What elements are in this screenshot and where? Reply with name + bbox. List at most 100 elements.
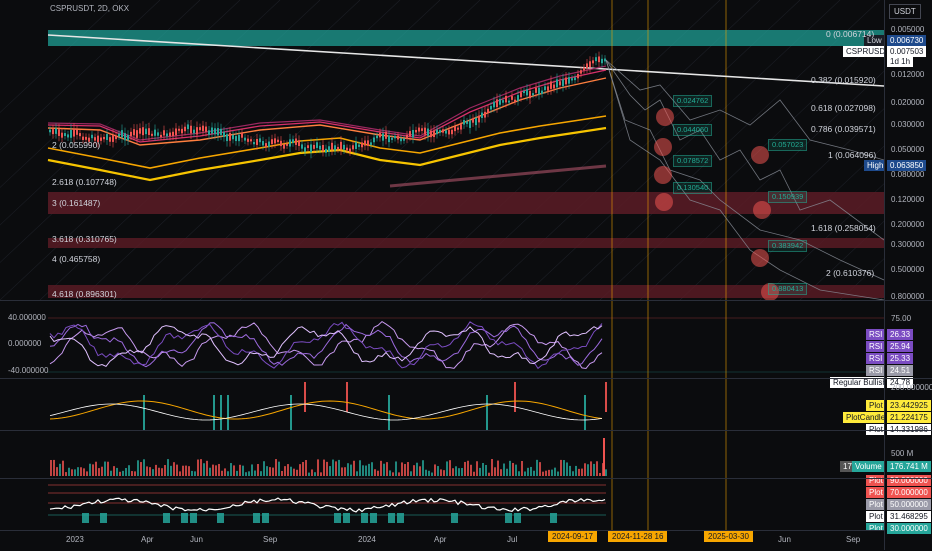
fan-line	[439, 0, 761, 301]
candle-body	[283, 144, 285, 149]
candle-body	[157, 132, 159, 136]
candle-body	[577, 73, 579, 79]
candle-body	[427, 128, 429, 136]
volume-bar	[371, 462, 373, 476]
candle-body	[118, 133, 120, 137]
countdown: 1d 1h	[887, 56, 914, 67]
signal-bar	[346, 382, 348, 412]
volume-bar	[365, 465, 367, 476]
currency-button[interactable]: USDT	[889, 4, 921, 19]
fan-line	[479, 0, 801, 301]
volume-bar	[245, 472, 247, 476]
volume-bar	[287, 464, 289, 476]
fib-level-label: 1.618 (0.258054)	[811, 223, 876, 233]
zone-block	[217, 513, 224, 523]
volume-bar	[476, 461, 478, 476]
time-label: Apr	[141, 535, 154, 544]
candle-body	[286, 143, 288, 146]
volume-bar	[341, 467, 343, 476]
candle-body	[583, 67, 585, 71]
candle-body	[220, 128, 222, 136]
pane-separator	[0, 300, 932, 301]
zone-block	[100, 513, 107, 523]
target-label: 0.150939	[768, 191, 808, 203]
candle-body	[223, 131, 225, 138]
candle-body	[541, 90, 543, 94]
candle-body	[142, 127, 144, 136]
signal-bar	[605, 382, 607, 412]
rsi-label: RSI	[866, 341, 884, 352]
volume-bar	[254, 470, 256, 476]
signal-bar	[290, 395, 292, 430]
candle-body	[52, 129, 54, 135]
plot2-value: 14.331986	[887, 424, 931, 435]
zone-block	[181, 513, 188, 523]
candle-body	[274, 138, 276, 144]
volume-bar	[527, 467, 529, 476]
volume-bar	[425, 469, 427, 476]
candle-body	[475, 117, 477, 126]
target-circle	[654, 166, 672, 184]
volume-bar	[65, 472, 67, 476]
candle-body	[502, 100, 504, 103]
time-label: Jul	[507, 535, 518, 544]
fan-line	[0, 0, 281, 263]
candle-body	[130, 131, 132, 136]
volume-bar	[488, 472, 490, 476]
candle-body	[64, 133, 66, 137]
zone-block	[82, 513, 89, 523]
chart-canvas[interactable]	[0, 0, 884, 530]
volume-bar	[251, 464, 253, 476]
volume-bar	[305, 460, 307, 476]
price-axis[interactable]: USDT 0.005000 0.012000 0.020000 0.030000 0.0…	[884, 0, 932, 550]
rsi-value: 24.51	[887, 365, 914, 376]
time-highlight: 2024-11-28 16	[608, 531, 668, 542]
zone-block	[190, 513, 197, 523]
volume-bar	[449, 460, 451, 476]
chart-area[interactable]: CSPRUSDT, 2D, OKX LowCSPRUSDT High 0 (0.00…	[0, 0, 884, 530]
bottom-plot-value: 90.000000	[887, 475, 931, 486]
volume-bar	[518, 471, 520, 476]
volume-axis-tick: 500 M	[891, 449, 914, 458]
candle-body	[424, 127, 426, 135]
candle-body	[364, 140, 366, 146]
volume-bar	[470, 464, 472, 476]
candle-body	[556, 79, 558, 88]
volume-bar	[143, 459, 145, 476]
volume-bar	[401, 462, 403, 476]
candle-body	[67, 134, 69, 138]
candle-body	[460, 124, 462, 130]
volume-bar	[524, 471, 526, 476]
candle-body	[133, 129, 135, 136]
target-label: 0.024762	[673, 95, 713, 107]
volume-bar	[410, 471, 412, 476]
volume-value: 176.741 M	[887, 461, 931, 472]
candle-body	[586, 63, 588, 69]
signal-bar	[486, 395, 488, 430]
candle-body	[412, 129, 414, 138]
volume-bar	[578, 468, 580, 476]
bottom-plot-value: 70.000000	[887, 487, 931, 498]
signal-bar	[220, 395, 222, 430]
candle-body	[376, 135, 378, 139]
candle-body	[319, 145, 321, 150]
candle-body	[601, 58, 603, 64]
volume-bar	[182, 465, 184, 476]
candle-body	[598, 56, 600, 63]
volume-bar	[218, 463, 220, 476]
candle-body	[280, 140, 282, 147]
volume-bar	[542, 471, 544, 476]
target-circle	[654, 138, 672, 156]
trend-segment	[389, 164, 607, 188]
volume-bar	[104, 461, 106, 476]
candle-body	[388, 135, 390, 143]
candle-body	[505, 95, 507, 103]
volume-bar	[107, 461, 109, 476]
candle-body	[259, 138, 261, 143]
zone-block	[262, 513, 269, 523]
fib-level-label: 0 (0.006714)	[826, 29, 875, 39]
volume-bar	[479, 467, 481, 476]
fib-level-label: 2 (0.055990)	[52, 140, 101, 150]
candle-body	[571, 78, 573, 81]
rsi-label: RSI	[866, 365, 884, 376]
